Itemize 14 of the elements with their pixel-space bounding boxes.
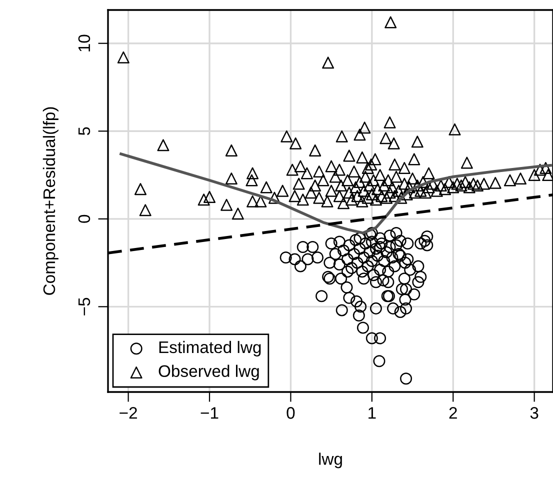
legend-label: Estimated lwg xyxy=(159,340,261,356)
x-tick-label: 0 xyxy=(286,407,295,419)
y-axis-title: Component+Residual(lfp) xyxy=(42,107,58,295)
x-tick-label: 2 xyxy=(449,407,457,419)
y-tick-label: 0 xyxy=(78,214,90,223)
x-tick-label: −1 xyxy=(200,407,218,419)
y-tick-label: −5 xyxy=(78,298,90,316)
x-tick-label: 3 xyxy=(530,407,538,419)
x-tick-label: 1 xyxy=(368,407,376,419)
y-tick-label: 10 xyxy=(78,34,90,52)
legend-label: Observed lwg xyxy=(158,364,259,380)
y-tick-label: 5 xyxy=(78,127,90,136)
x-axis-title: lwg xyxy=(319,452,342,468)
x-tick-label: −2 xyxy=(120,407,137,419)
